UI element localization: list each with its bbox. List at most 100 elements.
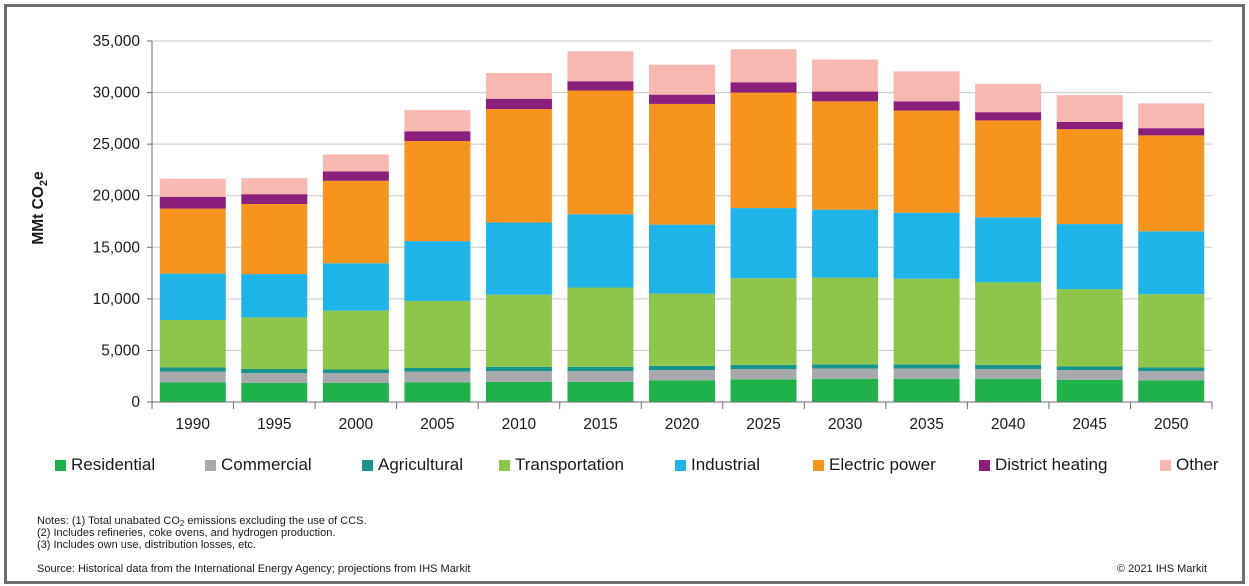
- x-tick-labels: 1990 1995 2000 2005 2010 2015 2020 2025 2030 2035…: [176, 416, 1189, 433]
- legend-label: Other: [1176, 455, 1219, 474]
- bar-segment-industrial: [1056, 224, 1123, 290]
- legend: Residential Commercial Agricultural Transpo…: [55, 455, 1235, 477]
- legend-item-other: Other: [1160, 455, 1219, 475]
- y-tick-label: 10,000: [93, 291, 141, 308]
- bar-segment-commercial: [893, 368, 960, 379]
- bar-segment-district-heating: [1138, 128, 1205, 136]
- copyright: © 2021 IHS Markit: [1117, 563, 1208, 575]
- bar-segment-residential: [404, 382, 471, 402]
- x-tick-label: 2025: [746, 416, 780, 433]
- bar-segment-industrial: [404, 241, 471, 301]
- x-tick-label: 2030: [828, 416, 863, 433]
- bar-segment-other: [1138, 103, 1205, 129]
- legend-item-commercial: Commercial: [205, 455, 312, 475]
- bar-segment-district-heating: [975, 112, 1042, 121]
- bar-segment-agricultural: [1138, 367, 1205, 372]
- bar-segment-district-heating: [159, 196, 226, 209]
- bar-segment-transportation: [567, 287, 634, 367]
- bar-segment-agricultural: [649, 365, 715, 371]
- bar-segment-agricultural: [893, 364, 960, 369]
- legend-label: Residential: [71, 455, 156, 474]
- bar-segment-electric-power: [322, 180, 389, 264]
- legend-item-residential: Residential: [55, 455, 155, 475]
- bar-segment-commercial: [1056, 370, 1123, 380]
- y-tick-label: 35,000: [93, 33, 141, 50]
- bar-segment-industrial: [649, 224, 715, 294]
- bar-segment-electric-power: [975, 120, 1042, 218]
- bar-segment-other: [241, 178, 308, 195]
- x-tick-label: 2015: [583, 416, 617, 433]
- bar-segment-industrial: [485, 222, 552, 295]
- bar-segment-residential: [649, 380, 715, 402]
- bar-segment-electric-power: [241, 203, 308, 275]
- x-tick-label: 2045: [1072, 416, 1106, 433]
- bar-segment-other: [322, 154, 389, 172]
- bar-segment-commercial: [567, 371, 634, 382]
- bar-segment-agricultural: [485, 366, 552, 372]
- legend-swatch: [675, 459, 686, 471]
- bar-segment-district-heating: [1056, 121, 1123, 130]
- bar-segment-district-heating: [322, 171, 389, 181]
- note-line-3: (3) Includes own use, distribution losse…: [37, 539, 256, 551]
- y-tick-label: 30,000: [93, 85, 141, 102]
- bar-segment-industrial: [730, 208, 797, 279]
- bar-segment-agricultural: [975, 364, 1042, 369]
- bar-segment-commercial: [730, 368, 797, 380]
- axes: [147, 40, 1213, 409]
- bar-segment-residential: [159, 382, 226, 402]
- bar-segment-residential: [1056, 379, 1123, 402]
- bar-segment-electric-power: [893, 110, 960, 213]
- chart-notes: Notes: (1) Total unabated CO2 emissions …: [37, 515, 367, 551]
- legend-swatch: [362, 459, 373, 471]
- bar-segment-electric-power: [404, 141, 471, 242]
- bar-segment-commercial: [975, 368, 1042, 379]
- bar-segment-commercial: [159, 371, 226, 383]
- legend-item-district-heating: District heating: [979, 455, 1107, 475]
- legend-label: Commercial: [221, 455, 312, 474]
- bar-segment-transportation: [1056, 289, 1123, 367]
- bar-segment-district-heating: [649, 94, 715, 104]
- bar-segment-industrial: [241, 274, 308, 318]
- bar-segment-transportation: [1138, 294, 1205, 368]
- bar-segment-transportation: [649, 293, 715, 366]
- bar-segment-other: [893, 71, 960, 102]
- bar-segment-industrial: [1138, 231, 1205, 295]
- bar-segment-residential: [812, 378, 879, 402]
- bar-segment-residential: [975, 378, 1042, 402]
- legend-item-transportation: Transportation: [499, 455, 624, 475]
- bar-segment-residential: [322, 382, 389, 402]
- bar-segment-commercial: [241, 373, 308, 383]
- legend-label: District heating: [995, 455, 1108, 474]
- bar-segment-commercial: [322, 373, 389, 383]
- bar-segment-district-heating: [893, 101, 960, 111]
- bar-segment-industrial: [567, 214, 634, 288]
- bar-segment-agricultural: [241, 368, 308, 374]
- bar-segment-agricultural: [730, 364, 797, 369]
- bar-segment-residential: [241, 382, 308, 402]
- bar-segment-agricultural: [567, 366, 634, 372]
- legend-swatch: [55, 459, 66, 471]
- bar-segment-residential: [1138, 380, 1205, 402]
- bar-segment-commercial: [404, 371, 471, 383]
- bar-segment-transportation: [975, 282, 1042, 365]
- bar-segment-other: [649, 64, 715, 95]
- legend-label: Industrial: [691, 455, 760, 474]
- y-tick-label: 20,000: [93, 188, 141, 205]
- y-tick-labels: 0 5,000 10,000 15,000 20,000 25,000 30,000 35,0…: [93, 33, 141, 411]
- bar-segment-residential: [893, 378, 960, 402]
- bar-segment-industrial: [159, 273, 226, 321]
- bar-segment-industrial: [975, 217, 1042, 283]
- bar-segment-transportation: [485, 294, 552, 367]
- bar-segment-district-heating: [241, 194, 308, 204]
- bar-segment-other: [567, 51, 634, 82]
- bar-segment-district-heating: [404, 131, 471, 142]
- bar-segment-transportation: [322, 310, 389, 370]
- note-line-1: Notes: (1) Total unabated CO2 emissions …: [37, 515, 367, 528]
- y-tick-label: 25,000: [93, 136, 141, 153]
- y-tick-label: 5,000: [101, 342, 140, 359]
- bar-segment-electric-power: [159, 208, 226, 274]
- bar-segment-electric-power: [1056, 129, 1123, 225]
- bar-segment-electric-power: [567, 90, 634, 215]
- bar-segment-transportation: [812, 277, 879, 365]
- bar-segment-district-heating: [485, 98, 552, 110]
